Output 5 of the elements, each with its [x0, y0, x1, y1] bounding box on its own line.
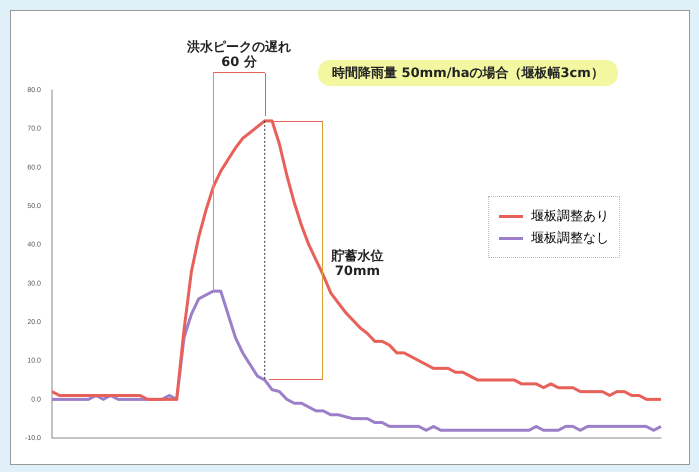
text: 洪水ピークの遅れ 60 分: [186, 40, 292, 70]
chart-title: 時間降雨量 50mm/haの場合（堰板幅3cm）: [318, 60, 618, 86]
legend-label: 堰板調整あり: [531, 208, 609, 225]
annotation: 貯蓄水位 70mm: [330, 248, 384, 280]
legend-label: 堰板調整なし: [531, 230, 609, 247]
